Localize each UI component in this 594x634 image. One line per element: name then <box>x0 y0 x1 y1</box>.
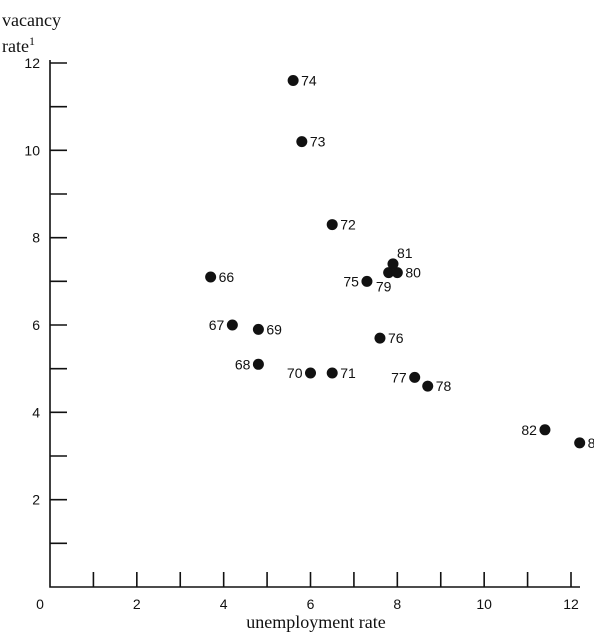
point-label: 70 <box>287 365 303 381</box>
point-label: 68 <box>235 356 251 372</box>
data-point <box>383 267 395 279</box>
y-tick-label: 2 <box>32 492 40 508</box>
data-point <box>252 358 264 370</box>
data-point <box>387 258 399 270</box>
point-label: 67 <box>209 317 225 333</box>
data-point <box>226 319 238 331</box>
point-label: 75 <box>343 273 359 289</box>
x-tick-label: 4 <box>220 596 228 612</box>
y-axis-title-rate: rate <box>2 36 29 56</box>
y-axis-title-line2: rate1 <box>2 34 35 56</box>
data-point <box>252 323 264 335</box>
x-tick-label: 12 <box>563 596 579 612</box>
y-tick-label: 8 <box>32 230 40 246</box>
data-point <box>305 367 316 379</box>
point-label: 77 <box>391 369 407 385</box>
point-label: 73 <box>310 134 326 150</box>
data-point <box>539 424 551 436</box>
data-point <box>409 371 421 383</box>
point-label: 83 <box>588 435 594 451</box>
x-tick-label: 8 <box>393 596 401 612</box>
y-tick-label: 10 <box>24 142 40 158</box>
y-tick-label: 12 <box>24 55 40 71</box>
point-label: 66 <box>219 269 235 285</box>
point-label: 82 <box>521 422 537 438</box>
data-point <box>574 437 586 449</box>
data-point <box>205 271 217 283</box>
x-axis-title: unemployment rate <box>246 612 385 632</box>
point-label: 79 <box>376 279 392 295</box>
data-point <box>326 219 338 231</box>
y-axis-ticks: 2 4 6 8 10 12 <box>24 55 67 545</box>
x-tick-label: 10 <box>476 596 492 612</box>
data-point <box>361 275 373 287</box>
data-point <box>391 267 403 279</box>
data-point <box>287 74 299 86</box>
point-label: 72 <box>340 217 356 233</box>
x-axis-ticks: 0 2 4 6 8 10 12 <box>36 572 579 612</box>
y-tick-label: 4 <box>32 404 40 420</box>
x-tick-label: 0 <box>36 596 44 612</box>
y-axis-title-superscript: 1 <box>29 34 35 48</box>
data-point <box>374 332 386 344</box>
x-tick-label: 2 <box>133 596 141 612</box>
point-label: 71 <box>340 365 356 381</box>
axes-frame <box>49 60 580 588</box>
point-label: 78 <box>436 378 452 394</box>
point-label: 74 <box>301 72 317 88</box>
point-label: 69 <box>266 321 282 337</box>
data-point <box>326 367 338 379</box>
data-point <box>296 136 308 148</box>
point-label: 81 <box>397 245 413 261</box>
point-label: 76 <box>388 330 404 346</box>
data-points: 66 67 68 69 70 71 72 73 74 75 76 77 78 79 80 81 82 83 <box>205 72 594 451</box>
y-tick-label: 6 <box>32 317 40 333</box>
data-point <box>422 380 434 392</box>
x-tick-label: 6 <box>307 596 315 612</box>
point-label: 80 <box>405 265 421 281</box>
y-axis-title-line1: vacancy <box>2 10 61 30</box>
